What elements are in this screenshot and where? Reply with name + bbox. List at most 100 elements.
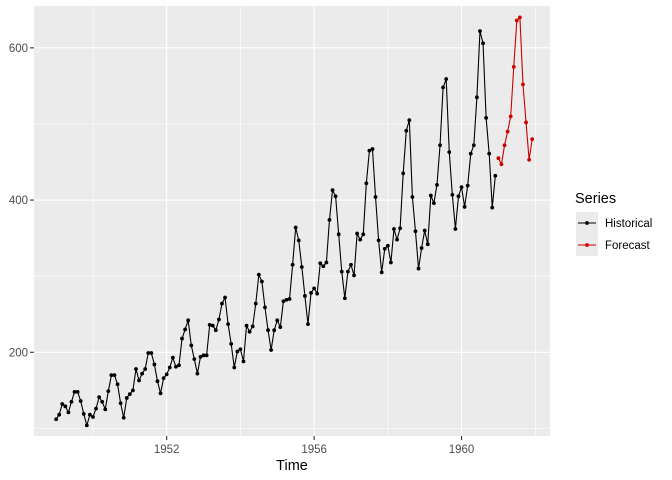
historical-point bbox=[115, 382, 120, 387]
y-tick-label: 200 bbox=[9, 347, 28, 359]
historical-point bbox=[60, 402, 65, 406]
historical-point bbox=[355, 231, 360, 236]
historical-point bbox=[459, 185, 464, 190]
historical-point bbox=[398, 226, 403, 231]
legend-item-forecast: Forecast bbox=[576, 234, 651, 256]
historical-point bbox=[204, 353, 209, 358]
historical-point bbox=[266, 328, 270, 333]
historical-point bbox=[444, 77, 449, 81]
legend-label: Forecast bbox=[605, 240, 651, 252]
historical-point bbox=[339, 269, 344, 274]
historical-point bbox=[416, 266, 421, 271]
legend-key-point bbox=[585, 221, 589, 225]
historical-point bbox=[250, 324, 255, 329]
historical-point bbox=[121, 415, 126, 420]
historical-point bbox=[217, 317, 221, 322]
historical-point bbox=[349, 262, 353, 267]
plot-panel bbox=[34, 6, 550, 436]
historical-point bbox=[78, 399, 83, 403]
historical-point bbox=[478, 29, 482, 34]
historical-point bbox=[213, 328, 218, 333]
historical-point bbox=[109, 373, 114, 378]
historical-point bbox=[229, 342, 234, 346]
legend-title: Series bbox=[575, 191, 616, 207]
historical-point bbox=[183, 327, 188, 332]
historical-point bbox=[180, 336, 184, 341]
historical-point bbox=[379, 270, 384, 275]
historical-point bbox=[57, 412, 62, 417]
historical-point bbox=[100, 399, 105, 404]
historical-point bbox=[84, 423, 89, 428]
historical-point bbox=[275, 318, 280, 323]
historical-point bbox=[358, 237, 363, 242]
forecast-point bbox=[530, 137, 535, 142]
forecast-point bbox=[527, 157, 532, 162]
historical-point bbox=[296, 238, 301, 243]
historical-point bbox=[407, 118, 412, 123]
historical-point bbox=[201, 353, 206, 358]
historical-point bbox=[333, 194, 338, 199]
historical-point bbox=[484, 115, 489, 120]
historical-point bbox=[238, 347, 243, 352]
historical-point bbox=[490, 205, 495, 210]
x-axis-title: Time bbox=[276, 458, 308, 474]
historical-point bbox=[66, 410, 71, 415]
historical-point bbox=[69, 399, 74, 404]
x-tick-label: 1960 bbox=[449, 444, 475, 456]
historical-point bbox=[336, 232, 341, 237]
forecast-point bbox=[502, 143, 507, 148]
historical-point bbox=[462, 205, 467, 209]
historical-point bbox=[453, 227, 458, 231]
historical-point bbox=[140, 371, 145, 376]
forecast-point bbox=[514, 18, 519, 23]
historical-point bbox=[106, 389, 111, 393]
historical-point bbox=[235, 349, 240, 354]
historical-point bbox=[253, 301, 258, 306]
forecast-line bbox=[497, 16, 533, 167]
historical-point bbox=[404, 128, 409, 133]
historical-point bbox=[146, 351, 151, 355]
historical-point bbox=[94, 406, 98, 411]
historical-point bbox=[167, 365, 172, 370]
historical-point bbox=[370, 147, 375, 151]
historical-point bbox=[81, 412, 86, 416]
historical-point bbox=[155, 379, 160, 384]
historical-point bbox=[475, 95, 479, 100]
y-tick-label: 400 bbox=[9, 195, 28, 207]
historical-point bbox=[315, 291, 320, 296]
x-tick-label: 1952 bbox=[154, 444, 180, 456]
historical-point bbox=[198, 354, 203, 359]
historical-point bbox=[152, 362, 157, 367]
historical-point bbox=[373, 195, 378, 199]
historical-point bbox=[272, 328, 277, 333]
historical-point bbox=[318, 261, 323, 266]
historical-point bbox=[376, 238, 381, 243]
historical-point bbox=[186, 318, 191, 323]
historical-point bbox=[327, 217, 332, 222]
historical-point bbox=[263, 305, 267, 310]
historical-point bbox=[471, 143, 476, 148]
historical-point bbox=[247, 329, 252, 334]
forecast-series bbox=[496, 15, 535, 167]
historical-point bbox=[330, 188, 335, 193]
historical-point bbox=[241, 359, 246, 364]
historical-point bbox=[299, 265, 304, 269]
historical-point bbox=[177, 363, 181, 368]
series-layer bbox=[54, 15, 535, 428]
historical-point bbox=[306, 322, 310, 327]
legend: Series Historical Forecast bbox=[575, 191, 652, 256]
historical-point bbox=[63, 404, 68, 409]
y-axis: 200 400 600 bbox=[9, 43, 34, 359]
historical-point bbox=[72, 389, 77, 394]
historical-point bbox=[401, 171, 406, 176]
historical-point bbox=[278, 325, 283, 330]
historical-point bbox=[410, 195, 415, 199]
historical-point bbox=[361, 232, 366, 237]
historical-point bbox=[364, 181, 369, 186]
historical-point bbox=[287, 297, 292, 301]
forecast-point bbox=[508, 114, 513, 119]
historical-point bbox=[367, 148, 372, 153]
historical-point bbox=[195, 371, 200, 376]
historical-point bbox=[223, 295, 227, 300]
historical-point bbox=[103, 407, 108, 412]
